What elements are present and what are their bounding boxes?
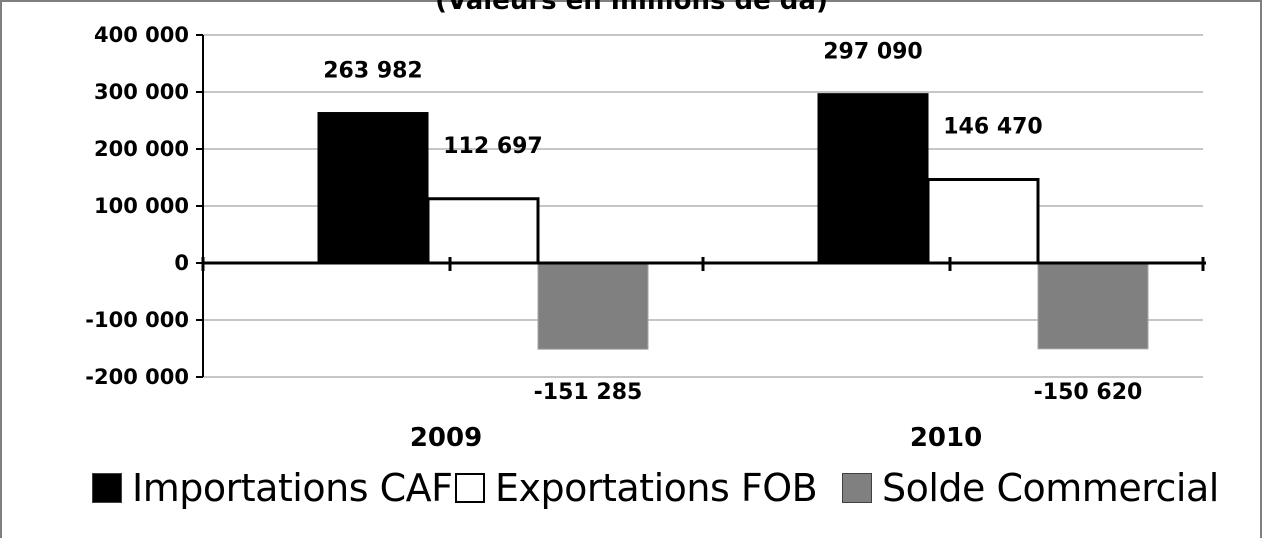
chart-legend: Importations CAF Exportations FOB Solde … [0,458,1263,518]
bar-importations-2009 [317,112,429,264]
bar-chart: 400 000 300 000 200 000 100 000 0 -100 000 -20… [85,23,1206,453]
bar-exportations-2010 [926,178,1040,265]
legend-swatch-solde [842,473,872,503]
bar-exportations-2009 [426,197,540,265]
y-tick-label: 300 000 [94,80,189,104]
y-tick-label: -100 000 [85,308,189,332]
y-tick-label: 400 000 [94,23,189,47]
y-tick-label: -200 000 [85,365,189,389]
data-label-exportations-2009: 112 697 [443,134,543,159]
data-label-importations-2009: 263 982 [323,59,423,84]
y-tick-label: 100 000 [94,194,189,218]
bar-importations-2010 [817,93,929,264]
bar-solde-2010 [1037,262,1149,350]
y-tick-label: 0 [174,251,189,275]
legend-item-solde: Solde Commercial [842,458,1219,518]
legend-label-exportations: Exportations FOB [495,466,818,510]
legend-swatch-importations [92,473,122,503]
x-category-label: 2010 [910,423,982,453]
data-label-solde-2009: -151 285 [534,380,643,405]
legend-item-importations: Importations CAF [92,458,453,518]
bar-solde-2009 [537,262,649,350]
chart-title: (Valeurs en millions de da) [435,0,828,16]
data-label-importations-2010: 297 090 [823,40,923,65]
legend-label-solde: Solde Commercial [882,466,1219,510]
y-tick-label: 200 000 [94,137,189,161]
legend-item-exportations: Exportations FOB [455,458,818,518]
legend-swatch-exportations [455,473,485,503]
data-label-exportations-2010: 146 470 [943,115,1043,140]
data-label-solde-2010: -150 620 [1034,380,1143,405]
legend-label-importations: Importations CAF [132,466,453,510]
x-category-label: 2009 [410,423,482,453]
